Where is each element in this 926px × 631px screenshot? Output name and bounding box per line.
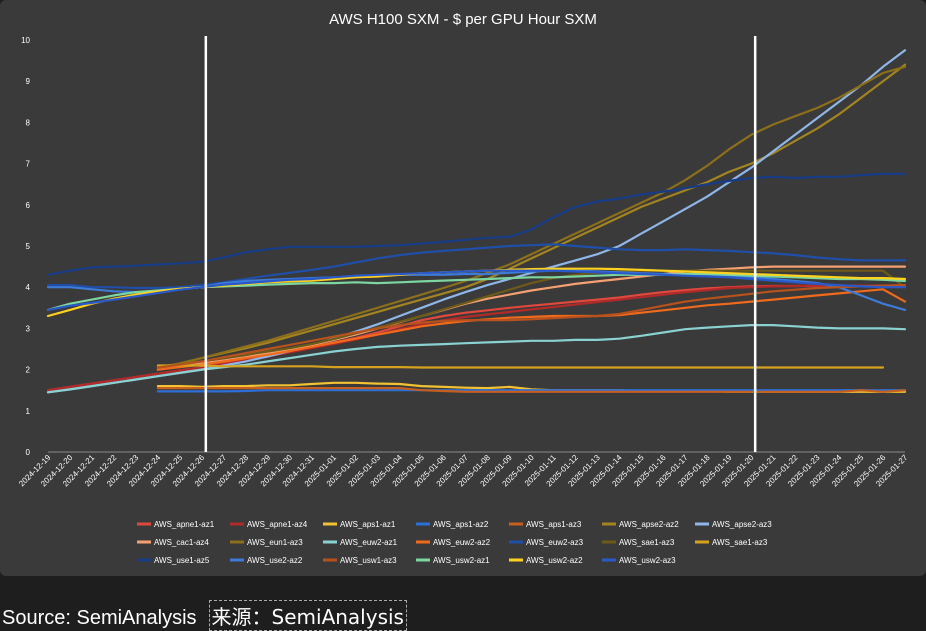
legend: AWS_apne1-az1 AWS_apne1-az4 AWS_aps1-az1 AW… xyxy=(137,520,772,565)
y-tick-label: 8 xyxy=(26,118,31,127)
y-tick-label: 5 xyxy=(26,242,31,251)
chart-panel: AWS H100 SXM - $ per GPU Hour SXM 0 1 2 3 4 5… xyxy=(0,0,926,576)
series-line xyxy=(156,65,907,369)
legend-label: AWS_aps1-az3 xyxy=(526,520,582,529)
y-tick-label: 9 xyxy=(26,77,31,86)
series-lines xyxy=(46,49,907,394)
series-line xyxy=(46,243,907,290)
legend-label: AWS_usw2-az2 xyxy=(526,556,583,565)
series-line xyxy=(156,269,907,369)
legend-label: AWS_apne1-az4 xyxy=(247,520,308,529)
legend-label: AWS_apne1-az1 xyxy=(154,520,215,529)
series-line xyxy=(46,324,907,394)
series-line xyxy=(46,49,907,394)
legend-label: AWS_eun1-az3 xyxy=(247,538,303,547)
y-tick-label: 4 xyxy=(26,283,31,292)
y-tick-label: 0 xyxy=(26,448,31,457)
legend-label: AWS_euw2-az3 xyxy=(526,538,584,547)
legend-label: AWS_euw2-az1 xyxy=(340,538,398,547)
series-line xyxy=(156,63,907,369)
legend-label: AWS_euw2-az2 xyxy=(433,538,491,547)
y-tick-label: 6 xyxy=(26,201,31,210)
series-line xyxy=(156,389,907,393)
legend-label: AWS_apse2-az3 xyxy=(712,520,772,529)
legend-label: AWS_aps1-az1 xyxy=(340,520,396,529)
legend-label: AWS_apse2-az2 xyxy=(619,520,679,529)
legend-label: AWS_sae1-az3 xyxy=(619,538,675,547)
series-line xyxy=(46,269,907,311)
legend-label: AWS_use1-az5 xyxy=(154,556,210,565)
series-line xyxy=(156,284,907,369)
series-line xyxy=(156,288,907,371)
legend-label: AWS_use2-az2 xyxy=(247,556,303,565)
y-tick-label: 2 xyxy=(26,366,31,375)
y-tick-label: 10 xyxy=(21,36,30,45)
legend-label: AWS_usw2-az1 xyxy=(433,556,490,565)
legend-label: AWS_cac1-az4 xyxy=(154,538,209,547)
series-line xyxy=(156,364,885,369)
source-caption-cn: 来源：SemiAnalysis xyxy=(208,600,407,631)
series-line xyxy=(156,387,907,393)
y-tick-label: 3 xyxy=(26,324,31,333)
source-caption-en: Source: SemiAnalysis xyxy=(2,607,197,629)
chart-title: AWS H100 SXM - $ per GPU Hour SXM xyxy=(329,11,597,28)
y-tick-label: 1 xyxy=(26,407,31,416)
series-line xyxy=(46,172,907,276)
y-tick-label: 7 xyxy=(26,160,31,169)
series-line xyxy=(46,284,907,392)
legend-label: AWS_sae1-az3 xyxy=(712,538,768,547)
legend-label: AWS_usw1-az3 xyxy=(340,556,397,565)
legend-label: AWS_aps1-az2 xyxy=(433,520,489,529)
axes: 0123456789102024-12-192024-12-202024-12-… xyxy=(17,36,910,488)
source-caption: Source: SemiAnalysis 来源：SemiAnalysis xyxy=(2,600,407,631)
vertical-markers xyxy=(204,36,757,452)
legend-label: AWS_usw2-az3 xyxy=(619,556,676,565)
line-chart: AWS H100 SXM - $ per GPU Hour SXM 0 1 2 3 4 5… xyxy=(17,11,910,565)
